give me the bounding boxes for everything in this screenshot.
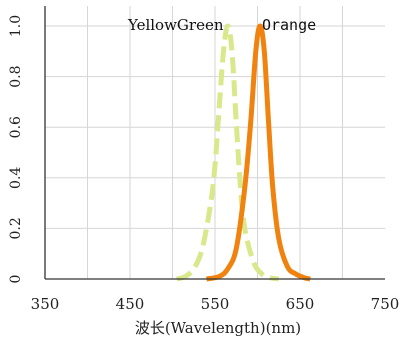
axis-layer: 350 450 550 650 750 0 0.2 0.4 0.6 0.8 1.0: [8, 6, 399, 313]
x-tick-label: 750: [371, 295, 400, 313]
series-line-orange: [206, 23, 311, 282]
x-tick-label: 650: [286, 295, 315, 313]
series-label-yellowgreen: YellowGreen: [127, 16, 224, 34]
y-tick-label: 0.8: [8, 65, 24, 87]
y-tick-label: 0.4: [8, 167, 24, 189]
series-layer: [176, 23, 311, 282]
x-tick-label: 550: [201, 295, 230, 313]
y-tick-label: 0: [8, 275, 24, 284]
y-tick-label: 1.0: [8, 15, 24, 37]
x-axis-title: 波长(Wavelength)(nm): [135, 319, 301, 337]
label-layer: YellowGreen Orange: [127, 16, 316, 34]
x-tick-label: 350: [31, 295, 60, 313]
y-tick-label: 0.2: [8, 217, 24, 239]
grid-layer: [45, 6, 385, 279]
series-label-orange: Orange: [262, 16, 316, 34]
y-tick-label: 0.6: [8, 116, 24, 138]
x-tick-label: 450: [116, 295, 145, 313]
series-line-yellowgreen: [176, 23, 280, 282]
